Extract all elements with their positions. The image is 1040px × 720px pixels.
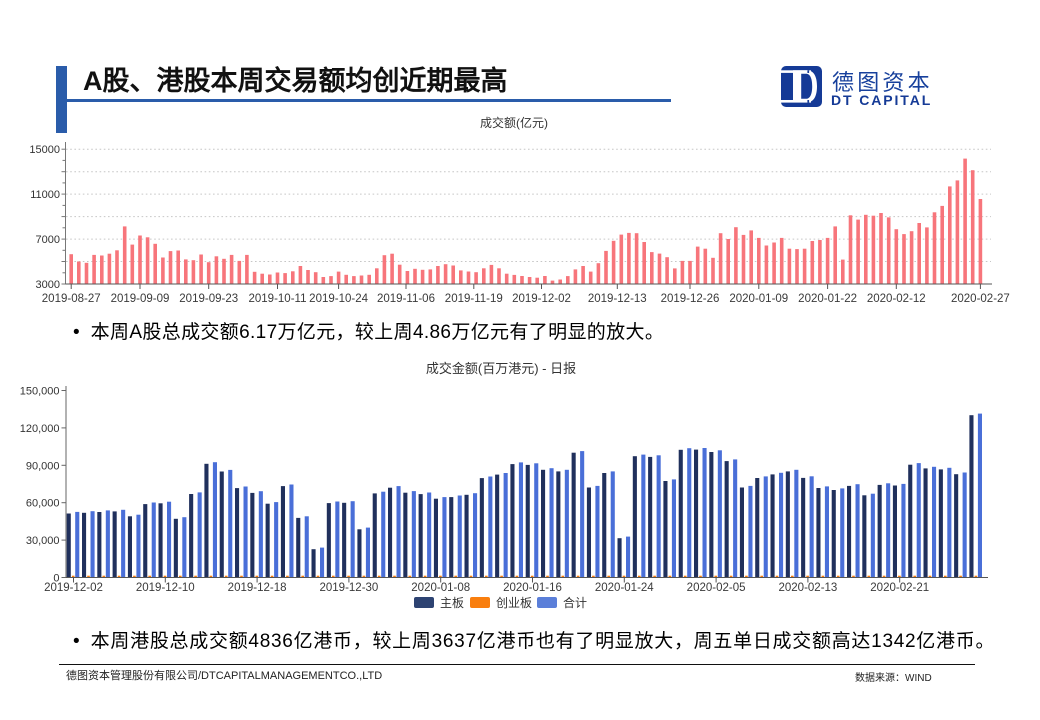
svg-text:0: 0 [53,573,59,585]
svg-text:2019-10-24: 2019-10-24 [309,293,368,305]
svg-text:120,000: 120,000 [20,423,60,435]
svg-text:2019-12-02: 2019-12-02 [512,293,571,305]
svg-text:2020-01-22: 2020-01-22 [798,293,857,305]
svg-text:2019-12-10: 2019-12-10 [136,582,195,594]
svg-text:2019-08-27: 2019-08-27 [42,293,101,305]
svg-text:2020-02-05: 2020-02-05 [687,582,746,594]
svg-text:11000: 11000 [30,189,60,201]
svg-text:2019-12-30: 2019-12-30 [319,582,378,594]
svg-text:7000: 7000 [36,234,60,246]
svg-text:30,000: 30,000 [26,535,60,547]
svg-text:2019-11-19: 2019-11-19 [445,293,503,305]
svg-text:15000: 15000 [29,144,60,156]
svg-text:成交额(亿元): 成交额(亿元) [480,115,548,130]
svg-text:主板: 主板 [440,596,464,610]
svg-text:2019-11-06: 2019-11-06 [377,293,435,305]
svg-text:2020-02-21: 2020-02-21 [870,582,929,594]
svg-text:2019-12-02: 2019-12-02 [44,582,103,594]
svg-text:3000: 3000 [36,279,60,291]
svg-text:2020-02-27: 2020-02-27 [951,293,1010,305]
svg-text:2019-10-11: 2019-10-11 [249,293,307,305]
svg-text:90,000: 90,000 [26,460,60,472]
svg-text:2020-02-13: 2020-02-13 [778,582,837,594]
svg-text:2020-01-08: 2020-01-08 [411,582,470,594]
svg-text:创业板: 创业板 [496,596,532,610]
svg-text:成交金额(百万港元) - 日报: 成交金额(百万港元) - 日报 [426,361,576,376]
svg-text:2020-01-24: 2020-01-24 [595,582,654,594]
svg-text:合计: 合计 [563,595,587,610]
svg-text:2019-09-09: 2019-09-09 [111,293,170,305]
svg-text:2019-09-23: 2019-09-23 [179,293,238,305]
svg-text:60,000: 60,000 [26,498,60,510]
svg-text:2020-01-09: 2020-01-09 [729,293,788,305]
svg-text:2019-12-13: 2019-12-13 [588,293,647,305]
svg-text:2019-12-26: 2019-12-26 [661,293,720,305]
svg-text:2019-12-18: 2019-12-18 [228,582,287,594]
svg-text:2020-02-12: 2020-02-12 [867,293,926,305]
svg-text:2020-01-16: 2020-01-16 [503,582,562,594]
svg-text:150,000: 150,000 [20,386,60,398]
